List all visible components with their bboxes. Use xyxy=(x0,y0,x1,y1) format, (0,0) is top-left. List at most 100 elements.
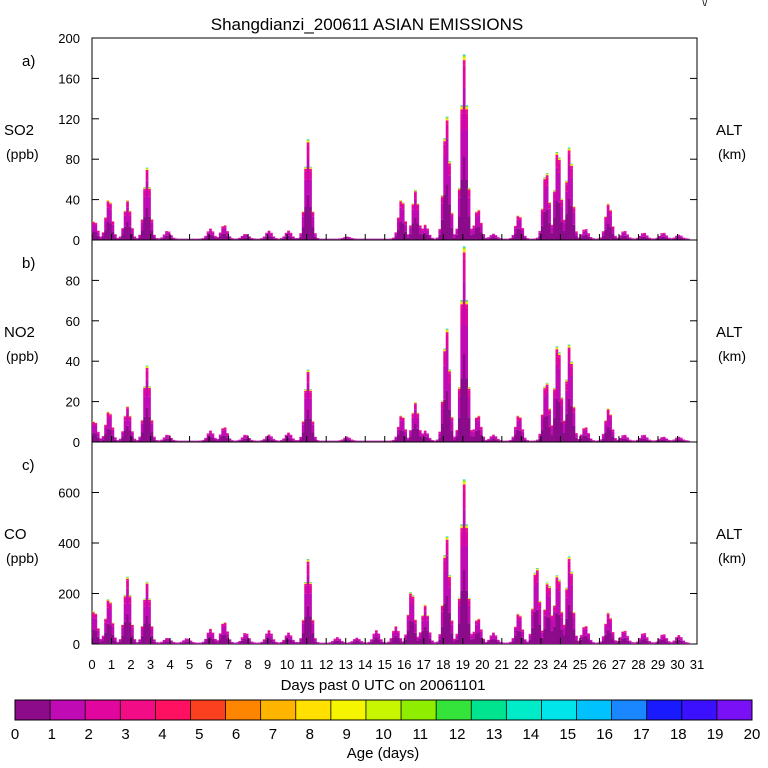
bar-segment xyxy=(479,637,483,644)
bar-segment xyxy=(628,641,632,643)
bar-segment xyxy=(316,643,320,644)
bar-segment xyxy=(206,437,210,442)
bar xyxy=(126,200,129,240)
bar-segment xyxy=(601,434,605,436)
bar xyxy=(148,187,151,240)
bar-segment xyxy=(606,204,610,205)
bar xyxy=(292,639,295,644)
x-tick-label: 6 xyxy=(205,657,212,672)
bar xyxy=(545,582,549,644)
bar-segment xyxy=(626,234,629,236)
bar xyxy=(431,237,434,240)
bar xyxy=(299,638,303,644)
bar-segment xyxy=(565,618,569,644)
bar-segment xyxy=(272,440,276,442)
bar xyxy=(267,629,271,644)
bar-segment xyxy=(296,238,300,240)
bar-segment xyxy=(94,630,98,644)
bar-segment xyxy=(440,401,444,404)
bar-segment xyxy=(172,643,176,644)
bar-segment xyxy=(145,585,149,593)
bar-segment xyxy=(289,635,293,637)
bar xyxy=(123,415,127,442)
bar-segment xyxy=(479,435,483,442)
bar-segment xyxy=(501,440,505,442)
bar-segment xyxy=(204,236,207,239)
bar xyxy=(372,633,376,644)
colorbar-tick-label: 16 xyxy=(596,726,613,743)
bar-segment xyxy=(160,439,164,441)
bar-segment xyxy=(209,230,212,235)
bar-segment xyxy=(457,387,461,389)
bar-segment xyxy=(589,440,593,442)
bar-segment xyxy=(128,416,132,418)
bar-segment xyxy=(306,564,310,575)
bar-segment xyxy=(140,421,144,424)
bar-segment xyxy=(167,638,171,639)
bar-segment xyxy=(145,616,149,644)
bar-segment xyxy=(316,238,320,240)
bar-segment xyxy=(101,236,105,240)
x-tick-label: 25 xyxy=(573,657,587,672)
bar-segment xyxy=(401,642,405,644)
bar-segment xyxy=(348,439,351,442)
bar-segment xyxy=(487,238,490,240)
bar-segment xyxy=(467,190,471,198)
bar xyxy=(394,232,398,240)
bar-segment xyxy=(123,430,127,442)
bar xyxy=(587,433,590,442)
bar-segment xyxy=(535,568,539,570)
bar-segment xyxy=(518,217,522,219)
bar xyxy=(213,638,217,644)
bar-segment xyxy=(489,436,493,438)
bar-segment xyxy=(555,346,559,348)
bar-segment xyxy=(445,555,449,596)
bar xyxy=(440,604,444,644)
bar xyxy=(331,641,334,644)
bar-segment xyxy=(299,641,303,644)
bar-segment xyxy=(477,210,481,212)
bar-segment xyxy=(667,440,671,441)
bar-segment xyxy=(414,632,417,644)
bar-segment xyxy=(443,349,447,352)
bar-segment xyxy=(555,363,559,399)
bar-segment xyxy=(609,632,612,644)
bar-segment xyxy=(509,238,512,240)
bar-segment xyxy=(343,437,347,439)
bar-segment xyxy=(311,620,315,624)
bar-segment xyxy=(370,641,373,644)
bar xyxy=(606,408,610,442)
bar-segment xyxy=(433,238,437,240)
bar xyxy=(238,641,242,644)
bar-segment xyxy=(235,643,239,644)
bar-segment xyxy=(492,234,495,237)
bar-segment xyxy=(657,638,661,640)
bar-segment xyxy=(443,556,447,558)
bar-segment xyxy=(372,639,376,644)
bar-segment xyxy=(228,639,232,640)
bar-segment xyxy=(150,421,154,424)
bar-segment xyxy=(221,233,225,240)
colorbar-swatch xyxy=(611,700,647,720)
bar-segment xyxy=(106,202,110,208)
bar-segment xyxy=(477,226,481,240)
bar-segment xyxy=(411,417,415,429)
bar-segment xyxy=(148,599,151,600)
bar-segment xyxy=(126,408,129,413)
bar-segment xyxy=(440,197,444,204)
bar-segment xyxy=(460,113,464,130)
bar-segment xyxy=(143,599,146,600)
bar-segment xyxy=(145,592,149,616)
bar-segment xyxy=(531,610,534,615)
bar-segment xyxy=(243,438,246,442)
bar-segment xyxy=(314,638,317,639)
bar xyxy=(206,632,210,644)
bar xyxy=(148,598,151,644)
bar-segment xyxy=(562,432,566,442)
bar-segment xyxy=(294,642,298,644)
bar-segment xyxy=(438,432,442,434)
bar xyxy=(160,439,164,442)
bar-segment xyxy=(545,185,549,210)
bar-segment xyxy=(467,605,471,624)
bar-segment xyxy=(301,623,305,633)
